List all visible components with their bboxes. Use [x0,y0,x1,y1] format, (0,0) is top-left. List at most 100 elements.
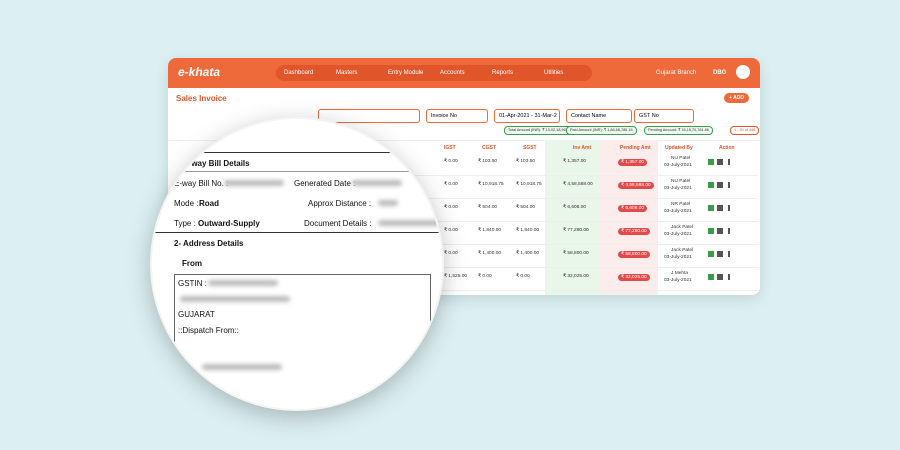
user[interactable]: DBG [713,70,727,76]
total-badge: Pending Amount: ₹ 15,15,70,781.86 [644,126,713,135]
updated-date: 03-July-2021 [664,232,692,237]
nav-item[interactable]: Utilities [544,70,564,76]
amount: ₹ 103.50 [478,159,498,164]
column-header[interactable]: IGST [444,145,456,151]
filter-input[interactable] [318,109,420,123]
field-value: Road [199,199,219,208]
column-header[interactable]: Action [719,145,735,151]
field-label: Document Details : [304,219,372,228]
filter-input[interactable]: Invoice No [426,109,488,123]
row-divider [318,221,758,222]
amount: ₹ 1,840.00 [516,228,540,233]
filter-input[interactable]: Contact Name [566,109,632,123]
avatar[interactable] [736,65,750,79]
nav-item[interactable]: Accounts [440,70,465,76]
updated-by: NU Patel [671,179,691,184]
section-title: 1- E-way Bill Details [174,159,250,168]
amount: ₹ 1,400.00 [478,251,502,256]
updated-by: NU Patel [671,156,691,161]
blurred-value [378,220,442,226]
field-label: Approx Distance : [308,199,372,208]
total-badge: 1 - 30 of 448 [730,126,760,135]
page-title: Sales Invoice [176,94,227,103]
amount: ₹ 0.00 [444,205,458,210]
column-header[interactable]: CGST [482,145,496,151]
field-value: Outward-Supply [198,219,260,228]
blurred-value [378,200,398,206]
amount: ₹ 1,400.00 [516,251,540,256]
amount: ₹ 0.00 [444,182,458,187]
nav-item[interactable]: Reports [492,70,514,76]
action-icons[interactable] [708,274,732,280]
filter-input[interactable]: 01-Apr-2021 - 31-Mar-2 [494,109,560,123]
nav-item[interactable]: Dashboard [284,70,314,76]
amount: ₹ 0.00 [478,274,492,279]
action-icons[interactable] [708,228,732,234]
action-icons[interactable] [708,251,732,257]
amount: ₹ 77,280.00 [563,228,589,233]
blurred-value [352,180,402,186]
action-icons[interactable] [708,205,732,211]
amount: ₹ 58,800.00 [563,251,589,256]
column-header[interactable]: Inv Amt [573,145,592,151]
amount: ₹ 0.00 [444,251,458,256]
nav [276,65,592,81]
amount: ₹ 10,918.75 [516,182,542,187]
pending-amount: ₹ 6,608.00 [618,205,648,212]
pending-amount: ₹ 77,280.00 [618,228,650,235]
nav-item[interactable]: Masters [336,70,358,76]
field-value: GUJARAT [178,310,215,319]
field-label: Generated Date : [294,179,356,188]
divider [152,152,442,153]
action-icons[interactable] [708,182,732,188]
address-box [174,274,431,409]
divider [168,140,760,141]
row-divider [318,290,758,291]
amount: ₹ 0.00 [516,274,530,279]
amount: ₹ 10,918.75 [478,182,504,187]
pending-amount: ₹ 32,025.00 [618,274,650,281]
amount: ₹ 1,840.00 [478,228,502,233]
field-label: GSTIN : [178,279,207,288]
total-badge: Paid Amount (INR): ₹ 1,86,68,785.16 [566,126,637,135]
updated-by: Jack Patel [671,248,694,253]
updated-date: 03-July-2021 [664,209,692,214]
updated-date: 03-July-2021 [664,186,692,191]
row-divider [318,175,758,176]
row-divider [318,267,758,268]
amount: ₹ 0.00 [444,159,458,164]
divider [152,171,442,172]
field-label: Type : [174,219,196,228]
action-icons[interactable] [708,159,732,165]
sub-title: From [182,259,202,268]
inv-column-bg [545,140,600,295]
amount: ₹ 504.00 [478,205,498,210]
nav-item[interactable]: Entry Module [388,70,424,76]
amount: ₹ 1,357.00 [563,159,587,164]
row-divider [318,198,758,199]
amount: ₹ 6,608.00 [563,205,587,210]
amount: ₹ 0.00 [444,228,458,233]
blurred-value [202,364,282,370]
magnifier: 1- E-way Bill Details E-way Bill No. : G… [150,117,444,411]
section-title: 2- Address Details [174,239,244,248]
field-label: E-way Bill No. : [174,179,229,188]
updated-date: 03-July-2021 [664,163,692,168]
divider [152,232,442,233]
branch[interactable]: Gujarat Branch [656,70,697,76]
column-header[interactable]: SGST [523,145,537,151]
amount: ₹ 504.00 [516,205,536,210]
column-header[interactable]: Updated By [665,145,693,151]
pending-amount: ₹ 1,357.00 [618,159,648,166]
blurred-value [208,280,278,286]
column-header[interactable]: Pending Amt [620,145,651,151]
amount: ₹ 4,58,588.00 [563,182,593,187]
add-button[interactable]: + ADD [724,93,749,103]
logo[interactable]: e-khata [178,65,221,79]
top-bar: e-khata Gujarat Branch DBG Dashboard Mast… [168,58,760,88]
amount: ₹ 32,025.00 [563,274,589,279]
filter-input[interactable]: GST No [634,109,694,123]
updated-date: 03-July-2021 [664,278,692,283]
amount: ₹ 1,525.00 [444,274,468,279]
